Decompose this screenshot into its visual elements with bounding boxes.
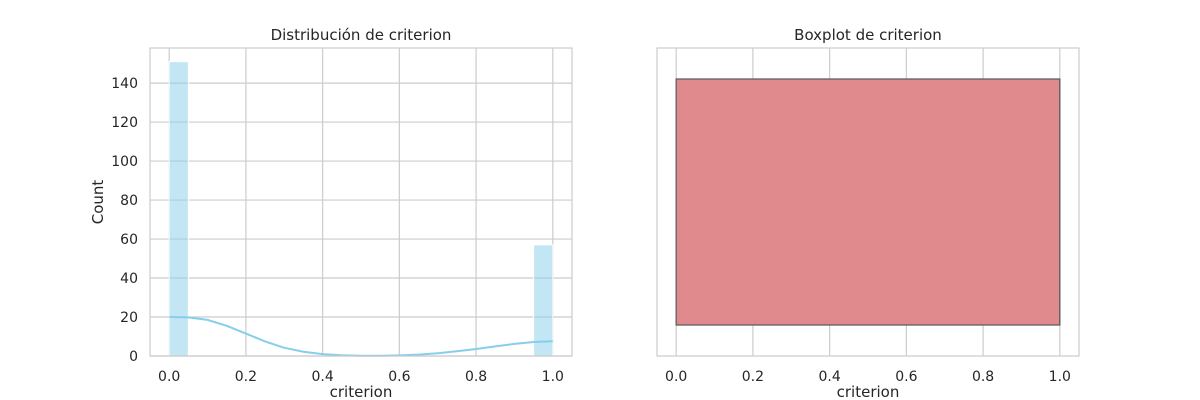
y-tick-label: 80 [120,193,138,209]
plot-frame [656,47,1080,357]
y-tick-label: 140 [111,76,138,92]
y-tick-label: 40 [120,271,138,287]
x-axis-title: criterion [837,383,900,400]
x-tick-label: 0.4 [819,369,841,385]
x-tick-label: 0.6 [388,369,410,385]
y-tick-label: 20 [120,310,138,326]
grid [150,48,572,357]
y-tick-label: 60 [120,232,138,248]
y-tick-labels: 0 20 40 60 80 100 120 140 [111,76,138,365]
kde-line [169,316,553,357]
y-tick-label: 100 [111,154,138,170]
plot-frame [149,47,573,357]
y-axis-title: Count [89,180,107,225]
box [675,78,1061,326]
histogram-bar [533,244,554,357]
x-tick-labels: 0.0 0.2 0.4 0.6 0.8 1.0 [665,369,1071,385]
x-tick-label: 1.0 [542,369,564,385]
x-tick-label: 0.2 [742,369,764,385]
y-tick-label: 120 [111,115,138,131]
x-tick-label: 0.4 [312,369,334,385]
x-tick-label: 0.2 [235,369,257,385]
bars [168,61,554,357]
chart-title: Boxplot de criterion [794,26,942,44]
chart-title: Distribución de criterion [271,26,452,44]
x-axis-title: criterion [330,383,393,400]
x-tick-labels: 0.0 0.2 0.4 0.6 0.8 1.0 [158,369,564,385]
x-tick-label: 0.0 [665,369,687,385]
histogram-chart: Distribución de criterion 0.0 0.2 0.4 0.6 0.… [89,26,573,400]
x-tick-label: 0.8 [972,369,994,385]
histogram-bar [168,61,189,357]
x-tick-label: 0.6 [895,369,917,385]
x-tick-label: 0.8 [465,369,487,385]
x-tick-label: 1.0 [1049,369,1071,385]
boxplot-chart: Boxplot de criterion 0.0 0.2 0.4 0.6 0.8 1.0 … [656,26,1080,400]
y-tick-label: 0 [129,349,138,365]
x-tick-label: 0.0 [158,369,180,385]
